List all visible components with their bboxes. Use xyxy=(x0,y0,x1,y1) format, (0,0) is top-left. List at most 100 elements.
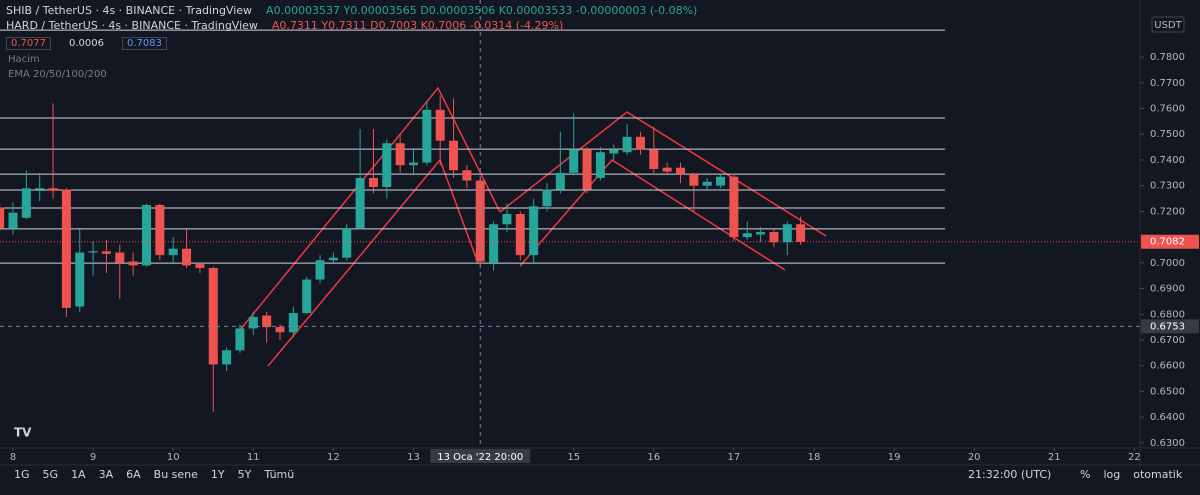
candle-body xyxy=(208,267,218,365)
y-tick-label: 0.7800 xyxy=(1150,52,1185,63)
candle-body xyxy=(475,180,485,262)
crosshair-x-box xyxy=(430,449,531,463)
range-button[interactable]: 1Y xyxy=(210,468,225,481)
candle-body xyxy=(635,136,645,150)
crosshair-x-label: 13 Oca '22 20:00 xyxy=(437,452,523,463)
candle-body xyxy=(168,248,178,256)
crosshair-y-label: 0.6753 xyxy=(1150,321,1185,332)
range-button[interactable]: 1A xyxy=(71,468,86,481)
range-button[interactable]: 5G xyxy=(42,468,59,481)
symbol: SHIB / TetherUS · 4s · BINANCE · Trading… xyxy=(6,4,253,17)
range-bar: 1G 5G 1A 3A 6A Bu sene 1Y 5Y Tümü xyxy=(14,468,307,481)
scale-options: % log otomatik xyxy=(1080,468,1195,481)
candle-body xyxy=(222,350,232,365)
y-tick-label: 0.7000 xyxy=(1150,258,1185,269)
y-tick-label: 0.7300 xyxy=(1150,181,1185,192)
candle-body xyxy=(449,140,459,171)
buy-price[interactable]: 0.7083 xyxy=(122,37,167,50)
candle-body xyxy=(502,213,512,225)
y-tick-label: 0.6600 xyxy=(1150,361,1185,372)
candle-body xyxy=(275,327,285,333)
last-price-label: 0.7082 xyxy=(1150,237,1185,248)
range-button[interactable]: 5Y xyxy=(237,468,252,481)
legend-row: SHIB / TetherUS · 4s · BINANCE · Trading… xyxy=(6,4,711,17)
candle-body xyxy=(529,206,539,256)
candle-body xyxy=(716,176,726,186)
candle-body xyxy=(395,143,405,166)
candle-body xyxy=(35,188,45,190)
candle-body xyxy=(61,189,71,308)
candle-body xyxy=(368,177,378,187)
y-tick-label: 0.6400 xyxy=(1150,412,1185,423)
candle-body xyxy=(155,204,165,256)
candle-body xyxy=(302,279,312,313)
x-tick-label: 17 xyxy=(728,452,741,463)
y-tick-label: 0.6800 xyxy=(1150,309,1185,320)
indicator[interactable]: EMA 20/50/100/200 xyxy=(8,69,107,80)
x-tick-label: 20 xyxy=(968,452,981,463)
x-tick-label: 12 xyxy=(327,452,340,463)
candle-body xyxy=(582,149,592,190)
candle-body xyxy=(796,224,806,242)
candle-body xyxy=(489,224,499,263)
candle-body xyxy=(782,224,792,243)
x-tick-label: 10 xyxy=(167,452,180,463)
indicator[interactable]: Hacim xyxy=(8,54,40,65)
x-tick-label: 19 xyxy=(888,452,901,463)
x-tick-label: 22 xyxy=(1128,452,1141,463)
x-tick-label: 21 xyxy=(1048,452,1061,463)
candle-body xyxy=(408,162,418,166)
axis-unit: USDT xyxy=(1154,20,1182,31)
trend-line xyxy=(239,86,501,331)
candle-body xyxy=(262,315,272,328)
scale-option[interactable]: log xyxy=(1103,468,1121,481)
candle-body xyxy=(115,252,125,263)
ohlc: A0.7311 Y0.7311 D0.7003 K0.7006 -0.0314 … xyxy=(271,19,564,32)
candle-body xyxy=(75,252,85,307)
candle-body xyxy=(769,231,779,243)
range-button[interactable]: 6A xyxy=(126,468,141,481)
candle-body xyxy=(101,251,111,254)
candle-body xyxy=(382,143,392,187)
candle-body xyxy=(756,231,766,235)
candle-body xyxy=(689,174,699,186)
range-button[interactable]: 3A xyxy=(98,468,114,481)
candle-body xyxy=(195,264,205,268)
y-tick-label: 0.7600 xyxy=(1150,104,1185,115)
range-button[interactable]: Bu sene xyxy=(153,468,198,481)
y-tick-label: 0.7700 xyxy=(1150,78,1185,89)
x-tick-label: 16 xyxy=(647,452,660,463)
x-tick-label: 15 xyxy=(567,452,580,463)
scale-option[interactable]: % xyxy=(1080,468,1091,481)
candle-body xyxy=(622,136,632,153)
symbol: HARD / TetherUS · 4s · BINANCE · Trading… xyxy=(6,19,258,32)
y-tick-label: 0.7400 xyxy=(1150,155,1185,166)
range-button[interactable]: 1G xyxy=(14,468,30,481)
y-tick-label: 0.6900 xyxy=(1150,284,1185,295)
candle-body xyxy=(515,213,525,256)
candle-body xyxy=(182,248,192,266)
unit-box xyxy=(1151,16,1185,33)
y-tick-label: 0.6500 xyxy=(1150,386,1185,397)
scale-option[interactable]: otomatik xyxy=(1133,468,1183,481)
candle-body xyxy=(235,328,245,351)
range-button[interactable]: Tümü xyxy=(264,468,295,481)
legend-row: HARD / TetherUS · 4s · BINANCE · Trading… xyxy=(6,19,577,32)
candle-body xyxy=(342,228,352,258)
candle-body xyxy=(48,188,58,191)
candle-body xyxy=(88,251,98,253)
candle-body xyxy=(542,189,552,207)
x-tick-label: 8 xyxy=(10,452,16,463)
x-tick-label: 13 xyxy=(407,452,420,463)
candle-body xyxy=(248,316,258,329)
candle-body xyxy=(315,260,325,280)
y-tick-label: 0.6700 xyxy=(1150,335,1185,346)
sell-price[interactable]: 0.7077 xyxy=(6,37,51,50)
candle-body xyxy=(355,177,365,229)
y-tick-label: 0.7500 xyxy=(1150,129,1185,140)
candle-body xyxy=(609,149,619,154)
ohlc: A0.00003537 Y0.00003565 D0.00003506 K0.0… xyxy=(266,4,698,17)
candle-body xyxy=(555,172,565,190)
candle-body xyxy=(662,167,672,172)
